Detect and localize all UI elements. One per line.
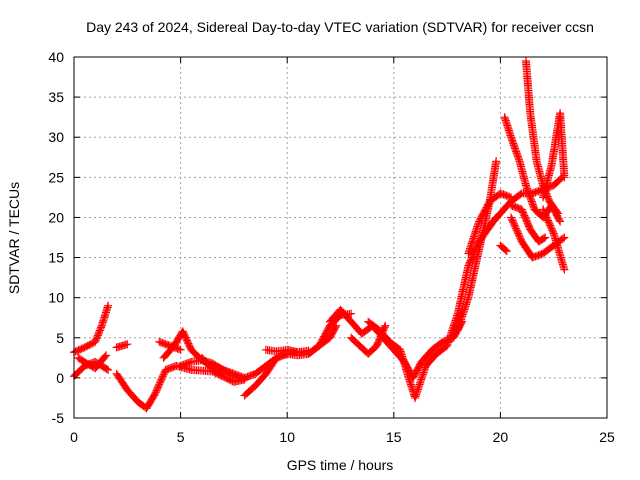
data-point xyxy=(176,345,185,354)
data-point xyxy=(380,323,389,332)
series-track-a xyxy=(70,301,113,357)
y-tick-label: 35 xyxy=(48,89,64,105)
x-tick-label: 20 xyxy=(493,429,509,445)
chart-title: Day 243 of 2024, Sidereal Day-to-day VTE… xyxy=(86,19,594,35)
data-point xyxy=(553,208,562,217)
data-point xyxy=(560,233,569,242)
data-point xyxy=(555,215,564,224)
data-point xyxy=(104,365,113,374)
series-track-w xyxy=(539,109,569,202)
data-point xyxy=(501,246,510,255)
data-point xyxy=(541,233,550,242)
data-point xyxy=(553,209,562,218)
series-track-p xyxy=(464,189,516,258)
y-tick-label: 25 xyxy=(48,169,64,185)
series-track-x xyxy=(539,205,569,274)
plot-frame xyxy=(73,56,608,419)
series-track-k xyxy=(261,345,313,357)
series-track-c xyxy=(74,351,110,373)
axis-ticks: 0 5 10 15 20 25 -5 0 5 10 15 20 25 30 35 40 xyxy=(48,49,615,445)
y-tick-label: 15 xyxy=(48,250,64,266)
data-point xyxy=(548,227,557,236)
data-point xyxy=(123,340,132,349)
data-points xyxy=(70,57,569,413)
y-tick-label: 40 xyxy=(48,49,64,65)
data-point xyxy=(560,265,569,274)
series-track-v xyxy=(521,57,562,218)
data-point xyxy=(539,234,548,243)
series-track-d xyxy=(112,340,132,352)
data-point xyxy=(304,346,313,355)
x-tick-label: 25 xyxy=(599,429,615,445)
x-axis-label: GPS time / hours xyxy=(287,457,394,473)
data-point xyxy=(492,157,501,166)
y-tick-label: 10 xyxy=(48,290,64,306)
data-point xyxy=(502,247,511,256)
y-tick-label: -5 xyxy=(52,410,65,426)
x-tick-label: 10 xyxy=(279,429,295,445)
series-track-t xyxy=(507,201,550,246)
y-tick-label: 0 xyxy=(56,370,64,386)
data-point xyxy=(559,234,568,243)
grid-lines xyxy=(74,57,607,418)
data-point xyxy=(556,217,565,226)
series-track-q xyxy=(496,241,511,256)
series-track-i xyxy=(197,353,228,378)
series-track-n xyxy=(364,213,501,402)
y-tick-label: 30 xyxy=(48,129,64,145)
data-point xyxy=(560,173,569,182)
data-point xyxy=(104,301,113,310)
data-point xyxy=(101,351,110,360)
series-track-u xyxy=(507,213,569,262)
data-point xyxy=(97,323,106,332)
data-point xyxy=(381,321,390,330)
x-tick-label: 15 xyxy=(386,429,402,445)
x-tick-label: 5 xyxy=(177,429,185,445)
y-axis-label: SDTVAR / TECUs xyxy=(6,182,22,294)
data-point xyxy=(102,364,111,373)
data-point xyxy=(219,369,228,378)
data-point xyxy=(100,352,109,361)
y-tick-label: 20 xyxy=(48,209,64,225)
data-point xyxy=(347,309,356,318)
y-tick-label: 5 xyxy=(56,330,64,346)
x-tick-label: 0 xyxy=(70,429,78,445)
